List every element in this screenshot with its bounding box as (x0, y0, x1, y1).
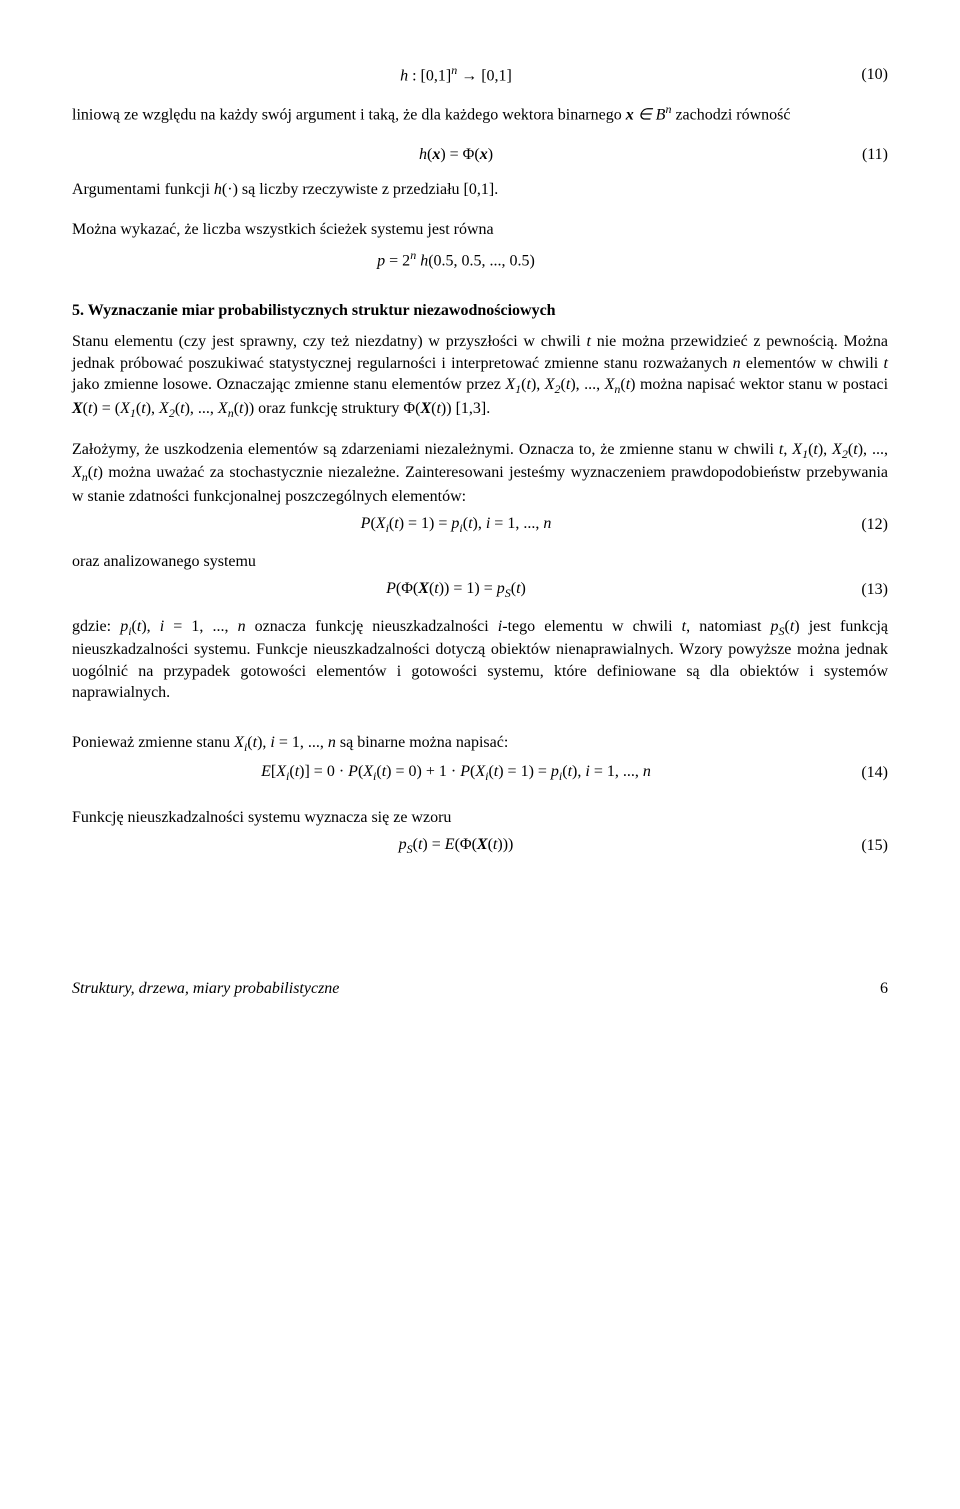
equation-15-number: (15) (840, 835, 888, 857)
paragraph-paths-count: Można wykazać, że liczba wszystkich ście… (72, 219, 888, 241)
equation-13-number: (13) (840, 579, 888, 601)
equation-11-body: h(x) = Φ(x) (72, 144, 840, 166)
paragraph-arguments: Argumentami funkcji h(·) są liczby rzecz… (72, 179, 888, 201)
equation-14-body: E[Xi(t)] = 0 · P(Xi(t) = 0) + 1 · P(Xi(t… (72, 761, 840, 784)
equation-15-body: pS(t) = E(Φ(X(t))) (72, 834, 840, 857)
equation-paths-body: p = 2n h(0.5, 0.5, ..., 0.5) (72, 247, 840, 272)
paragraph-assume-independent: Założymy, że uszkodzenia elementów są zd… (72, 439, 888, 507)
paragraph-state-element: Stanu elementu (czy jest sprawny, czy te… (72, 331, 888, 421)
equation-13: P(Φ(X(t)) = 1) = pS(t) (13) (72, 578, 888, 601)
section-5-heading: 5. Wyznaczanie miar probabilistycznych s… (72, 300, 888, 322)
equation-10: h : [0,1]n → [0,1] (10) (72, 62, 888, 87)
equation-10-number: (10) (840, 64, 888, 86)
footer-title: Struktury, drzewa, miary probabilistyczn… (72, 978, 339, 1000)
text-fragment: są liczby rzeczywiste z przedziału [0,1]… (238, 181, 498, 198)
equation-11: h(x) = Φ(x) (11) (72, 144, 888, 166)
paragraph-binary-states: Ponieważ zmienne stanu Xi(t), i = 1, ...… (72, 732, 888, 755)
paragraph-where: gdzie: pi(t), i = 1, ..., n oznacza funk… (72, 616, 888, 704)
text-fragment: zachodzi równość (671, 106, 790, 123)
paragraph-intro-line: liniową ze względu na każdy swój argumen… (72, 101, 888, 126)
paragraph-and-system: oraz analizowanego systemu (72, 551, 888, 573)
text-fragment: liniową ze względu na każdy swój argumen… (72, 106, 626, 123)
equation-11-number: (11) (840, 144, 888, 166)
equation-paths: p = 2n h(0.5, 0.5, ..., 0.5) (72, 247, 888, 272)
equation-12-body: P(Xi(t) = 1) = pi(t), i = 1, ..., n (72, 513, 840, 536)
equation-15: pS(t) = E(Φ(X(t))) (15) (72, 834, 888, 857)
equation-10-body: h : [0,1]n → [0,1] (72, 62, 840, 87)
page-footer: Struktury, drzewa, miary probabilistyczn… (72, 978, 888, 1000)
equation-12: P(Xi(t) = 1) = pi(t), i = 1, ..., n (12) (72, 513, 888, 536)
paragraph-system-reliability: Funkcję nieuszkadzalności systemu wyznac… (72, 807, 888, 829)
text-fragment: Argumentami funkcji (72, 181, 214, 198)
equation-14: E[Xi(t)] = 0 · P(Xi(t) = 0) + 1 · P(Xi(t… (72, 761, 888, 784)
equation-13-body: P(Φ(X(t)) = 1) = pS(t) (72, 578, 840, 601)
equation-12-number: (12) (840, 514, 888, 536)
equation-14-number: (14) (840, 762, 888, 784)
page-number: 6 (880, 978, 888, 1000)
